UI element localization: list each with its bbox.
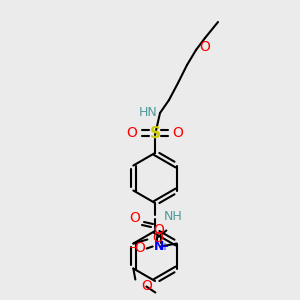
- Text: O: O: [134, 242, 145, 256]
- Text: −: −: [129, 242, 138, 253]
- Text: HN: HN: [139, 106, 158, 119]
- Text: O: O: [152, 230, 163, 244]
- Text: O: O: [130, 211, 140, 225]
- Text: S: S: [149, 125, 161, 140]
- Text: +: +: [160, 242, 168, 251]
- Text: NH: NH: [164, 209, 183, 223]
- Text: O: O: [127, 126, 137, 140]
- Text: O: O: [153, 223, 164, 236]
- Text: O: O: [141, 280, 152, 293]
- Text: O: O: [172, 126, 183, 140]
- Text: O: O: [199, 40, 210, 54]
- Text: N: N: [154, 240, 164, 253]
